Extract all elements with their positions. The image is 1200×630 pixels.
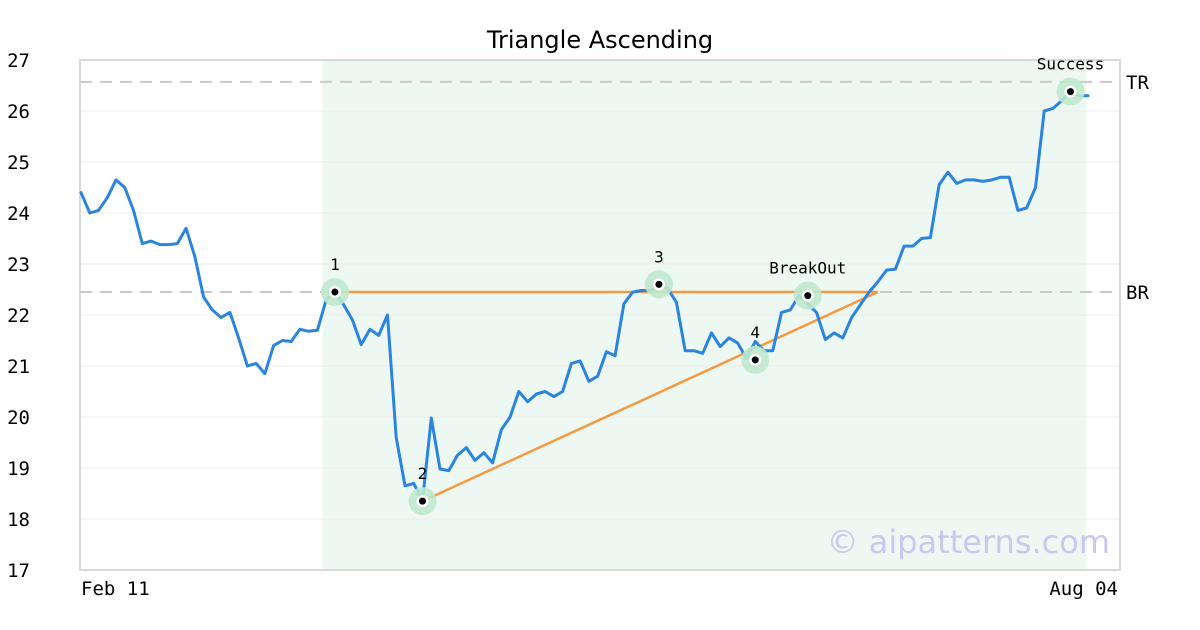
pattern-point-4 bbox=[751, 356, 759, 364]
pattern-point-label-success: Success bbox=[1037, 55, 1104, 74]
series-layer bbox=[79, 90, 1090, 503]
pattern-point-label-3: 3 bbox=[654, 247, 664, 266]
pattern-point-1 bbox=[331, 288, 339, 296]
pattern-point-label-breakout: BreakOut bbox=[769, 259, 846, 278]
pattern-point-label-1: 1 bbox=[330, 255, 340, 274]
y-tick-label: 17 bbox=[7, 560, 30, 582]
y-tick-label: 26 bbox=[7, 101, 30, 123]
pattern-points-layer: 1 2 3 4 BreakOut Success bbox=[320, 55, 1104, 516]
y-tick-label: 24 bbox=[7, 203, 30, 225]
pattern-lines-layer bbox=[334, 290, 879, 503]
pattern-point-label-4: 4 bbox=[750, 323, 760, 342]
watermark: © aipatterns.com bbox=[827, 523, 1110, 561]
level-label-tr: TR bbox=[1126, 72, 1149, 94]
y-tick-label: 27 bbox=[7, 50, 30, 72]
chart-title: Triangle Ascending bbox=[486, 26, 713, 54]
pattern-point-success bbox=[1066, 88, 1074, 96]
x-tick-end: Aug 04 bbox=[1049, 578, 1118, 600]
y-tick-label: 25 bbox=[7, 152, 30, 174]
y-axis-ticks: 17 18 19 20 21 22 23 24 25 26 27 bbox=[7, 50, 30, 582]
pattern-point-breakout bbox=[804, 292, 812, 300]
price-series-line bbox=[79, 90, 1090, 503]
x-tick-start: Feb 11 bbox=[81, 578, 150, 600]
plot-frame bbox=[79, 59, 1121, 571]
grid-layer bbox=[80, 110, 1120, 520]
y-tick-label: 22 bbox=[7, 305, 30, 327]
y-tick-label: 21 bbox=[7, 356, 30, 378]
pattern-point-2 bbox=[419, 497, 427, 505]
support-line bbox=[421, 290, 879, 503]
y-tick-label: 18 bbox=[7, 509, 30, 531]
level-label-br: BR bbox=[1126, 282, 1149, 304]
pattern-point-3 bbox=[655, 280, 663, 288]
pattern-point-label-2: 2 bbox=[418, 464, 428, 483]
y-tick-label: 20 bbox=[7, 407, 30, 429]
y-tick-label: 19 bbox=[7, 458, 30, 480]
y-tick-label: 23 bbox=[7, 254, 30, 276]
